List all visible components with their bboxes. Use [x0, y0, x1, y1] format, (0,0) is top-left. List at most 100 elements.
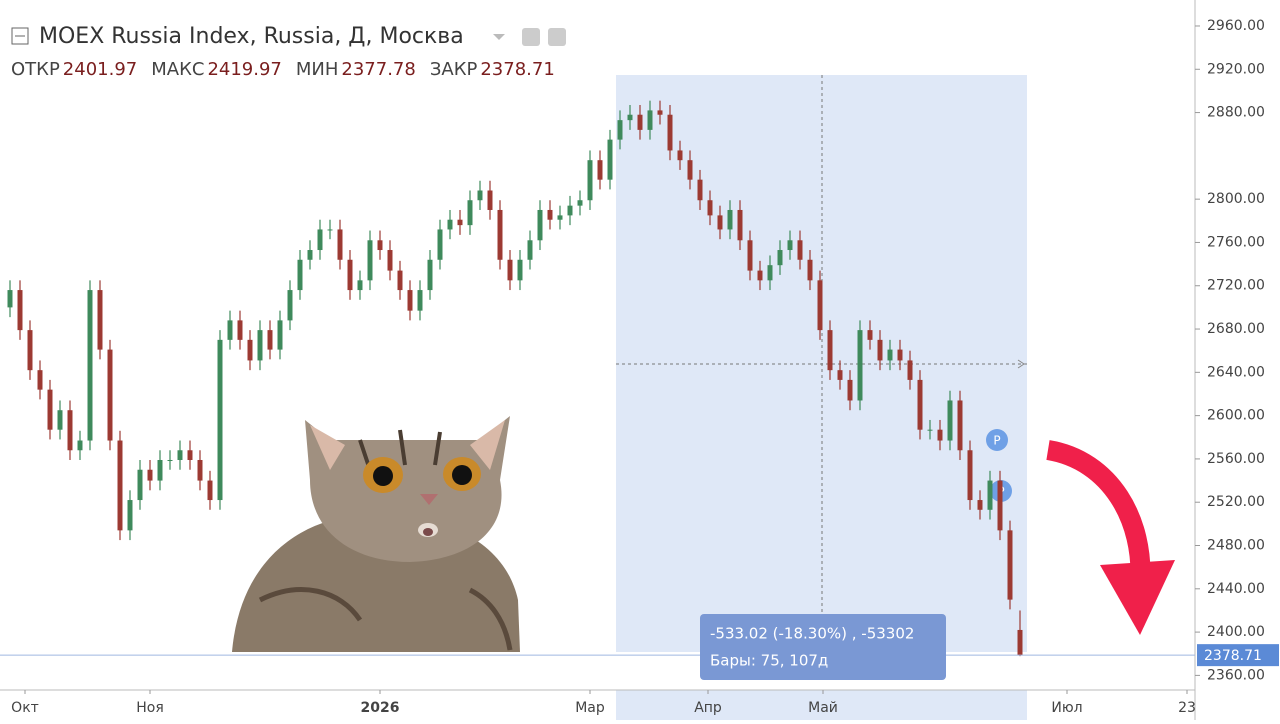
y-tick-label: 2520.00: [1207, 494, 1265, 510]
dropdown[interactable]: [493, 34, 505, 40]
candle-body: [727, 209, 733, 230]
candle-body: [197, 460, 203, 481]
candle-body: [267, 330, 273, 350]
candle-body: [477, 190, 483, 201]
eye-icon[interactable]: [522, 28, 540, 46]
y-tick-label: 2560.00: [1207, 451, 1265, 467]
y-tick-label: 2400.00: [1207, 624, 1265, 640]
ohlc-label: ЗАКР: [430, 59, 478, 80]
candle-body: [697, 179, 703, 201]
candle-body: [167, 460, 173, 461]
candle-body: [587, 160, 593, 201]
candle-body: [117, 440, 123, 531]
candle-body: [507, 259, 513, 281]
event-marker[interactable]: [986, 429, 1008, 451]
candle-body: [277, 320, 283, 350]
candle-body: [1007, 530, 1013, 600]
candle-body: [237, 320, 243, 340]
measure-label: -533.02 (-18.30%) , -53302 Бары: 75, 107…: [700, 614, 946, 680]
candle-body: [537, 209, 543, 241]
candle-body: [107, 349, 113, 441]
candle-body: [287, 290, 293, 321]
candle-body: [937, 429, 943, 441]
candle-body: [907, 360, 913, 380]
candle-body: [717, 215, 723, 230]
measure-box: [700, 614, 946, 680]
candle-body: [597, 160, 603, 180]
candle-body: [667, 114, 673, 151]
candle-body: [547, 209, 553, 220]
candle-body: [657, 110, 663, 115]
candle-body: [757, 270, 763, 281]
y-tick-label: 2640.00: [1207, 364, 1265, 380]
candle-body: [27, 330, 33, 371]
candle-body: [327, 229, 333, 231]
candle-body: [967, 450, 973, 501]
candle-body: [897, 349, 903, 361]
candle-body: [997, 480, 1003, 531]
candle-body: [207, 480, 213, 501]
candle-body: [787, 240, 793, 251]
candle-body: [647, 110, 653, 130]
candle-body: [257, 330, 263, 361]
x-tick-label: Июл: [1051, 700, 1082, 716]
candle-body: [247, 339, 253, 361]
ohlc-label: ОТКР: [11, 59, 60, 80]
candle-body: [457, 219, 463, 226]
candle-body: [217, 339, 223, 501]
candle-body: [557, 215, 563, 220]
measure-axis-band: [616, 690, 1027, 720]
settings-icon[interactable]: [548, 28, 566, 46]
candle-body: [97, 290, 103, 350]
candle-body: [407, 290, 413, 311]
y-tick-label: 2680.00: [1207, 321, 1265, 337]
candle-body: [397, 270, 403, 291]
candle-body: [177, 450, 183, 460]
y-tick-label: 2760.00: [1207, 234, 1265, 250]
candle-body: [837, 370, 843, 380]
measure-change: -533.02 (-18.30%) , -53302: [710, 625, 914, 643]
y-tick-label: 2440.00: [1207, 581, 1265, 597]
y-tick-label: 2960.00: [1207, 18, 1265, 34]
candle-body: [947, 400, 953, 441]
candle-body: [797, 240, 803, 260]
candle-body: [617, 120, 623, 140]
y-tick-label: 2720.00: [1207, 278, 1265, 294]
measure-bars: Бары: 75, 107д: [710, 652, 828, 670]
candle-body: [807, 259, 813, 281]
y-tick-label: 2920.00: [1207, 61, 1265, 77]
candle-body: [777, 250, 783, 266]
candle-body: [437, 229, 443, 260]
candle-body: [497, 209, 503, 260]
candle-body: [57, 410, 63, 430]
candle-body: [877, 339, 883, 361]
y-tick-label: 2480.00: [1207, 538, 1265, 554]
x-tick-label: 2026: [361, 700, 400, 716]
y-tick-label: 2880.00: [1207, 105, 1265, 121]
ohlc-label: МИН: [296, 59, 339, 80]
collapse-button[interactable]: [11, 27, 29, 45]
red-arrow: [1046, 440, 1175, 635]
candle-body: [7, 290, 13, 308]
candle-body: [67, 410, 73, 451]
candle-body: [157, 460, 163, 481]
candle-body: [307, 250, 313, 260]
x-tick-label: 23: [1178, 700, 1196, 716]
ohlc-value: 2419.97: [207, 59, 281, 80]
candle-body: [147, 469, 153, 481]
candle-body: [747, 240, 753, 271]
candle-body: [887, 349, 893, 361]
candle-body: [957, 400, 963, 451]
crosshair-arrow: [1017, 359, 1025, 369]
candle-body: [387, 250, 393, 271]
candle-body: [627, 114, 633, 121]
candle-body: [637, 114, 643, 130]
candle-body: [1017, 629, 1023, 656]
candle-body: [847, 379, 853, 401]
candle-body: [417, 290, 423, 311]
candle-body: [867, 330, 873, 340]
candle-body: [47, 389, 53, 430]
candle-body: [487, 190, 493, 210]
x-tick-label: Мар: [575, 700, 605, 716]
